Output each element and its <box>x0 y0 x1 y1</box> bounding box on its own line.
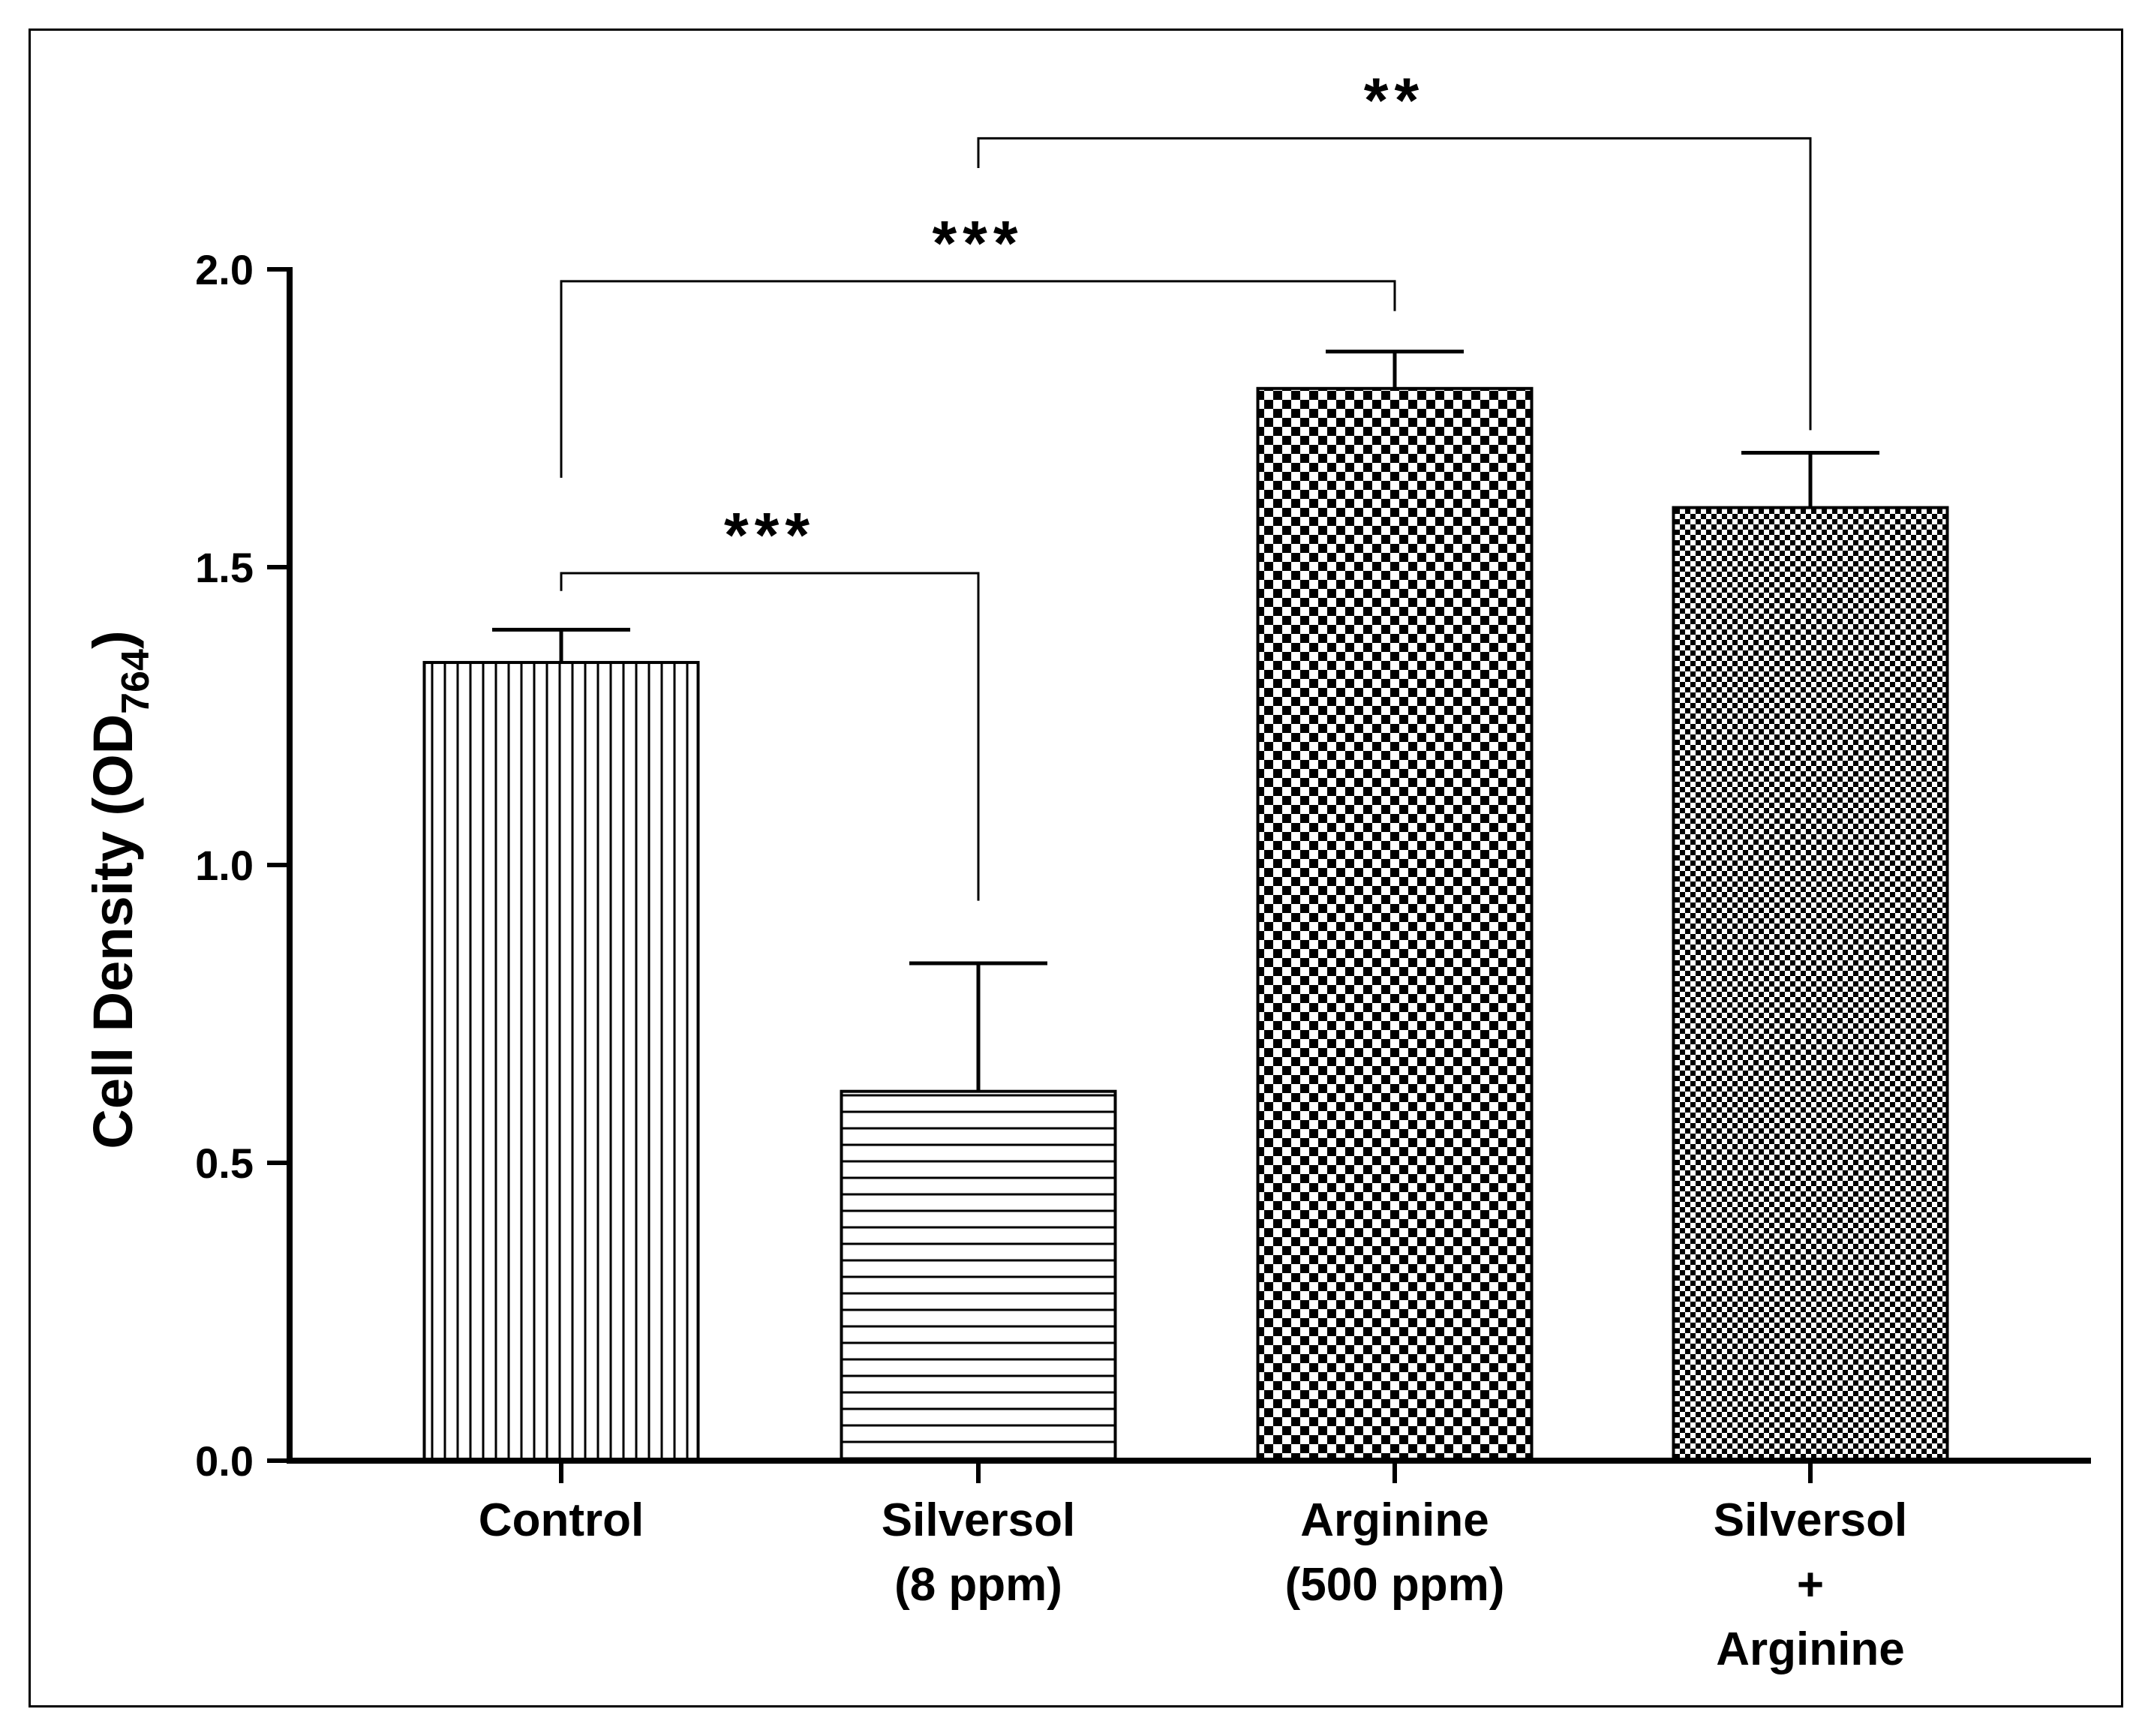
category-label-silversol-arginine: Arginine <box>1716 1623 1904 1675</box>
bar-control <box>422 661 700 1462</box>
category-label-arginine: (500 ppm) <box>1285 1559 1505 1611</box>
y-tick-label: 2.0 <box>195 246 254 293</box>
category-label-control: Control <box>479 1494 644 1546</box>
significance-bracket-3 <box>977 137 1812 431</box>
significance-label-3: ** <box>1364 65 1425 135</box>
bars-layer <box>422 386 1949 1462</box>
bar-silversol-arginine <box>1672 506 1949 1462</box>
y-tick-label: 0.5 <box>195 1140 254 1187</box>
y-axis-label: Cell Density (OD764) <box>82 630 158 1149</box>
category-labels-layer: Control Silversol (8 ppm) Arginine (500 ppm)… <box>479 1494 1907 1675</box>
category-label-silversol-arginine: Silversol <box>1714 1494 1907 1546</box>
significance-label-2: *** <box>932 208 1023 278</box>
error-bars-layer <box>492 350 1879 1092</box>
significance-layer: ******** <box>560 65 1812 901</box>
bar-silversol <box>840 1089 1117 1462</box>
category-label-arginine: Arginine <box>1300 1494 1489 1546</box>
category-label-silversol-arginine: + <box>1797 1559 1824 1611</box>
significance-label-1: *** <box>724 500 816 570</box>
significance-bracket-1 <box>560 572 980 901</box>
chart-svg: ******** 0.00.51.01.52.0 Control Silverso… <box>82 65 2091 1675</box>
significance-bracket-2 <box>560 280 1396 478</box>
chart-frame: *** *** ** 0.0 0.5 1.0 1.5 2.0 Control Silverso… <box>29 29 2123 1707</box>
y-tick-label: 1.0 <box>195 842 254 889</box>
category-label-silversol: (8 ppm) <box>894 1559 1062 1611</box>
category-label-silversol: Silversol <box>882 1494 1075 1546</box>
y-tick-label: 0.0 <box>195 1437 254 1485</box>
bar-arginine <box>1256 386 1534 1462</box>
y-tick-label: 1.5 <box>195 544 254 591</box>
y-ticks-layer: 0.0 0.5 1.0 1.5 2.0 <box>195 246 1813 1485</box>
